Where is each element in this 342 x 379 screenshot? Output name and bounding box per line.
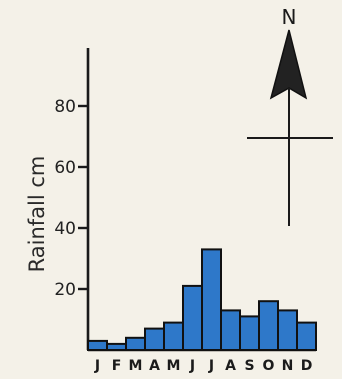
- month-label-2: M: [129, 358, 143, 374]
- north-arrow-head: [269, 29, 308, 100]
- bar-4: [163, 321, 184, 352]
- bar-8: [239, 315, 260, 351]
- month-label-7: A: [225, 358, 236, 374]
- bar-0: [87, 339, 108, 351]
- month-label-0: J: [94, 358, 100, 374]
- month-label-1: F: [112, 358, 122, 374]
- y-tick-label-40: 40: [54, 219, 76, 239]
- month-label-6: J: [208, 358, 214, 374]
- month-label-10: N: [282, 358, 294, 374]
- bar-10: [277, 309, 298, 351]
- y-tick-label-80: 80: [54, 97, 76, 117]
- bar-1: [106, 342, 127, 351]
- north-arrow-icon: N: [247, 5, 333, 226]
- bar-2: [125, 336, 146, 351]
- bar-7: [220, 309, 241, 351]
- bar-9: [258, 300, 279, 352]
- month-label-9: O: [263, 358, 275, 374]
- bar-11: [296, 321, 317, 352]
- month-label-11: D: [301, 358, 313, 374]
- bar-3: [144, 327, 165, 352]
- y-tick-label-20: 20: [54, 280, 76, 300]
- month-label-5: J: [189, 358, 195, 374]
- y-axis-label: Rainfall cm: [25, 156, 49, 273]
- month-label-3: A: [149, 358, 160, 374]
- y-tick-label-60: 60: [54, 158, 76, 178]
- bar-6: [201, 248, 222, 351]
- bar-5: [182, 284, 203, 351]
- north-label: N: [282, 5, 297, 29]
- month-label-4: M: [167, 358, 181, 374]
- month-label-8: S: [244, 358, 254, 374]
